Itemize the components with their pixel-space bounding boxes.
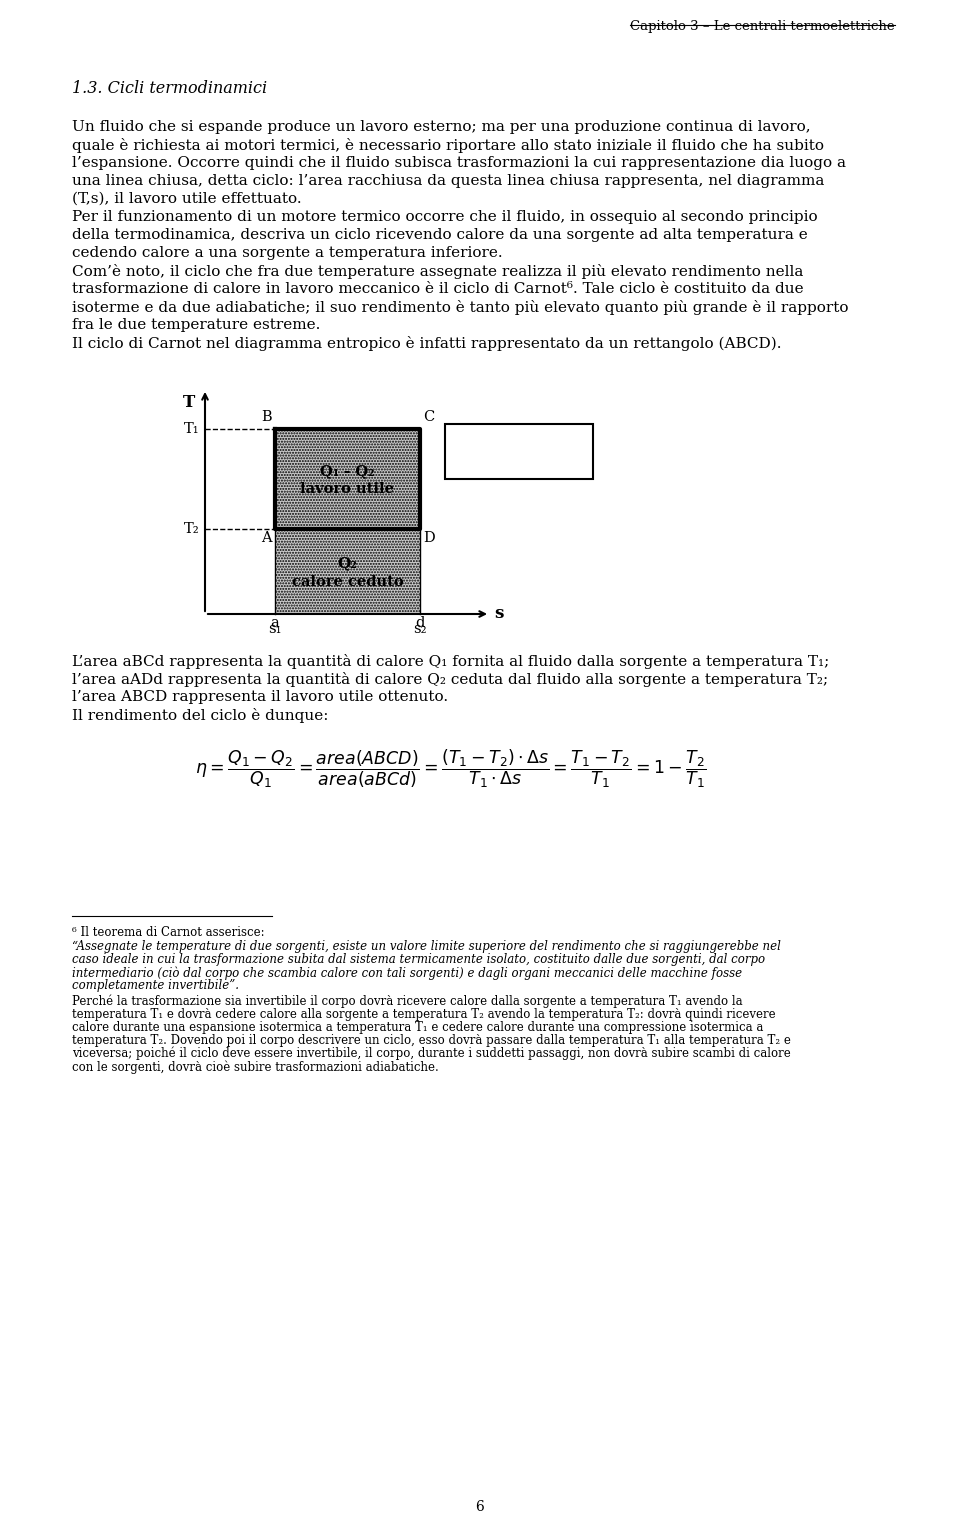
Text: 6: 6 [475, 1500, 485, 1513]
Text: l’espansione. Occorre quindi che il fluido subisca trasformazioni la cui rappres: l’espansione. Occorre quindi che il flui… [72, 156, 846, 170]
Text: Il rendimento del ciclo è dunque:: Il rendimento del ciclo è dunque: [72, 707, 328, 723]
Text: D: D [423, 531, 435, 545]
Text: C: C [423, 410, 434, 424]
Text: “Assegnate le temperature di due sorgenti, esiste un valore limite superiore del: “Assegnate le temperature di due sorgent… [72, 940, 780, 953]
Bar [445, 424, 593, 480]
Text: L’area aBCd rappresenta la quantità di calore Q₁ fornita al fluido dalla sorgent: L’area aBCd rappresenta la quantità di c… [72, 654, 829, 669]
Text: calore durante una espansione isotermica a temperatura T₁ e cedere calore durant: calore durante una espansione isotermica… [72, 1022, 763, 1034]
Text: l’area ABCD rappresenta il lavoro utile ottenuto.: l’area ABCD rappresenta il lavoro utile … [72, 691, 448, 704]
Text: intermediario (ciò dal corpo che scambia calore con tali sorgenti) e dagli organ: intermediario (ciò dal corpo che scambia… [72, 965, 742, 979]
Text: Q₁  calore fornito: Q₁ calore fornito [448, 434, 590, 448]
Polygon shape [275, 430, 420, 528]
Text: Q₂: Q₂ [338, 557, 357, 571]
Text: B: B [261, 410, 272, 424]
Text: trasformazione di calore in lavoro meccanico è il ciclo di Carnot⁶. Tale ciclo è: trasformazione di calore in lavoro mecca… [72, 282, 804, 296]
Text: d: d [416, 616, 424, 630]
Text: caso ideale in cui la trasformazione subita dal sistema termicamente isolato, co: caso ideale in cui la trasformazione sub… [72, 953, 765, 965]
Text: Un fluido che si espande produce un lavoro esterno; ma per una produzione contin: Un fluido che si espande produce un lavo… [72, 120, 810, 134]
Text: Com’è noto, il ciclo che fra due temperature assegnate realizza il più elevato r: Com’è noto, il ciclo che fra due tempera… [72, 264, 804, 279]
Text: A: A [261, 531, 272, 545]
Text: con le sorgenti, dovrà cioè subire trasformazioni adiabatiche.: con le sorgenti, dovrà cioè subire trasf… [72, 1060, 439, 1073]
Text: Per il funzionamento di un motore termico occorre che il fluido, in ossequio al : Per il funzionamento di un motore termic… [72, 209, 818, 225]
Text: T₁: T₁ [184, 422, 200, 436]
Text: viceversa; poiché il ciclo deve essere invertibile, il corpo, durante i suddetti: viceversa; poiché il ciclo deve essere i… [72, 1047, 791, 1061]
Text: calore ceduto: calore ceduto [292, 574, 403, 589]
Text: Il ciclo di Carnot nel diagramma entropico è infatti rappresentato da un rettang: Il ciclo di Carnot nel diagramma entropi… [72, 335, 781, 351]
Text: Perché la trasformazione sia invertibile il corpo dovrà ricevere calore dalla so: Perché la trasformazione sia invertibile… [72, 994, 743, 1008]
Text: s₂: s₂ [413, 622, 427, 636]
Text: completamente invertibile”.: completamente invertibile”. [72, 979, 239, 991]
Text: fra le due temperature estreme.: fra le due temperature estreme. [72, 317, 321, 332]
Text: (area aBCd): (area aBCd) [474, 457, 564, 471]
Text: lavoro utile: lavoro utile [300, 483, 395, 496]
Text: ⁶ Il teorema di Carnot asserisce:: ⁶ Il teorema di Carnot asserisce: [72, 926, 265, 940]
Text: s: s [494, 606, 503, 622]
Text: della termodinamica, descriva un ciclo ricevendo calore da una sorgente ad alta : della termodinamica, descriva un ciclo r… [72, 228, 807, 241]
Text: una linea chiusa, detta ciclo: l’area racchiusa da questa linea chiusa rappresen: una linea chiusa, detta ciclo: l’area ra… [72, 175, 825, 188]
Text: isoterme e da due adiabatiche; il suo rendimento è tanto più elevato quanto più : isoterme e da due adiabatiche; il suo re… [72, 301, 849, 316]
Text: cedendo calore a una sorgente a temperatura inferiore.: cedendo calore a una sorgente a temperat… [72, 246, 503, 260]
Polygon shape [275, 528, 420, 613]
Text: T: T [182, 395, 195, 411]
Text: quale è richiesta ai motori termici, è necessario riportare allo stato iniziale : quale è richiesta ai motori termici, è n… [72, 138, 824, 153]
Text: Q₁ - Q₂: Q₁ - Q₂ [321, 465, 374, 478]
Text: a: a [271, 616, 279, 630]
Text: temperatura T₁ e dovrà cedere calore alla sorgente a temperatura T₂ avendo la te: temperatura T₁ e dovrà cedere calore all… [72, 1008, 776, 1022]
Text: T₂: T₂ [184, 522, 200, 536]
Text: (T,s), il lavoro utile effettuato.: (T,s), il lavoro utile effettuato. [72, 191, 301, 206]
Text: temperatura T₂. Dovendo poi il corpo descrivere un ciclo, esso dovrà passare dal: temperatura T₂. Dovendo poi il corpo des… [72, 1034, 791, 1047]
Text: 1.3. Cicli termodinamici: 1.3. Cicli termodinamici [72, 80, 267, 97]
Text: s₁: s₁ [268, 622, 281, 636]
Text: $\eta = \dfrac{Q_1 - Q_2}{Q_1} = \dfrac{area(ABCD)}{area(aBCd)} = \dfrac{(T_1 - : $\eta = \dfrac{Q_1 - Q_2}{Q_1} = \dfrac{… [195, 748, 707, 791]
Text: Capitolo 3 – Le centrali termoelettriche: Capitolo 3 – Le centrali termoelettriche [631, 20, 895, 33]
Text: l’area aADd rappresenta la quantità di calore Q₂ ceduta dal fluido alla sorgente: l’area aADd rappresenta la quantità di c… [72, 672, 828, 688]
